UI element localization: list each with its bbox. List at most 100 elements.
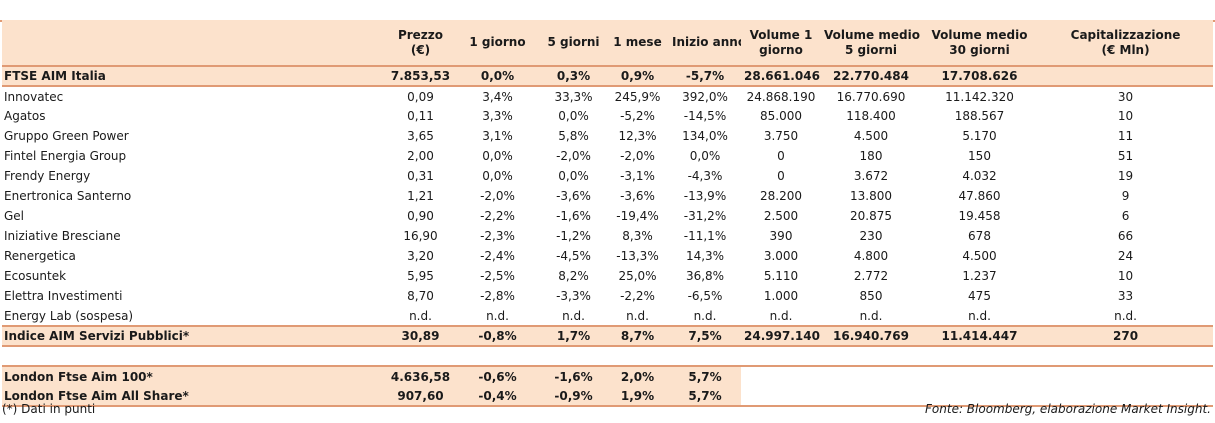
column-header: Volume medio 5 giorni (821, 20, 921, 66)
column-header: Capitalizzazione (€ Mln) (1038, 20, 1213, 66)
cell: 17.708.626 (921, 65, 1038, 87)
cell: 0,0% (558, 169, 589, 183)
cell: 47.860 (958, 189, 1001, 203)
column-header-line: 30 giorni (949, 42, 1010, 57)
cell: 850 (859, 289, 883, 303)
cell: 4.032 (962, 169, 997, 183)
cell: -2,8% (480, 289, 515, 303)
cell: 11 (1117, 129, 1134, 143)
cell: 24.997.140 (741, 325, 821, 347)
cell: n.d. (486, 308, 509, 323)
empty-cell (821, 386, 921, 407)
sector-index-row: Indice AIM Servizi Pubblici* 30,89 -0,8% 1,… (2, 325, 1214, 347)
cell: 678 (968, 229, 991, 243)
empty-cell (741, 365, 821, 386)
cell: 28.661.046 (741, 65, 821, 87)
cell: 0,31 (407, 169, 434, 183)
cell: 0,0% (482, 169, 513, 183)
cell: -2,2% (480, 209, 515, 223)
cell: 1.237 (962, 269, 997, 283)
cell: 4.636,58 (387, 365, 454, 386)
top-rule (0, 20, 1215, 22)
cell: 8,70 (407, 289, 434, 303)
cell: 2,0% (606, 365, 669, 386)
column-header: 1 mese (606, 20, 669, 66)
row-label: Ecosuntek (4, 269, 67, 283)
cell: -1,6% (541, 365, 606, 386)
table-row: Frendy Energy 0,31 0,0% 0,0% -3,1% -4,3% 0 3.67… (2, 166, 1213, 186)
column-header-line: giorno (759, 42, 803, 57)
cell: -1,2% (556, 229, 591, 243)
empty-cell (921, 386, 1038, 407)
cell: 0,11 (407, 109, 434, 123)
cell: 1,7% (541, 325, 606, 347)
row-label: Renergetica (4, 249, 76, 263)
cell: -4,5% (556, 249, 591, 263)
column-header: Prezzo (€) (387, 20, 454, 66)
row-label: Frendy Energy (4, 169, 91, 183)
cell: -2,3% (480, 229, 515, 243)
cell: 16.770.690 (836, 89, 906, 104)
cell: 24.868.190 (746, 89, 816, 104)
row-label: FTSE AIM Italia (2, 65, 387, 87)
cell: -3,3% (556, 289, 591, 303)
cell: 0,0% (482, 149, 513, 163)
cell: 3.000 (763, 249, 799, 263)
table-body: FTSE AIM Italia 7.853,53 0,0% 0,3% 0,9% -5,7%… (2, 65, 1214, 407)
cell: -0,6% (454, 365, 541, 386)
cell: -11,1% (683, 229, 727, 243)
column-header-line: Capitalizzazione (1070, 27, 1181, 42)
cell: 6 (1121, 209, 1130, 223)
table-row: Ecosuntek 5,95 -2,5% 8,2% 25,0% 36,8% 5.110 2.7… (2, 266, 1213, 286)
cell: 0 (777, 149, 785, 163)
table-row: Elettra Investimenti 8,70 -2,8% -3,3% -2,2% -… (2, 286, 1213, 306)
market-table: Prezzo (€) 1 giorno 5 giorni 1 mese Inizio an… (2, 0, 1214, 407)
cell: 4.500 (853, 129, 889, 143)
cell: n.d. (409, 308, 432, 323)
cell: -4,3% (687, 169, 723, 183)
cell: -13,3% (616, 249, 659, 263)
row-label: London Ftse Aim All Share* (2, 386, 387, 407)
empty-cell (1038, 386, 1214, 407)
row-label: Fintel Energia Group (4, 149, 127, 163)
source-note: Fonte: Bloomberg, elaborazione Market In… (925, 402, 1211, 416)
cell: 8,2% (558, 269, 589, 283)
cell: 390 (769, 229, 793, 243)
benchmark-row: London Ftse Aim 100* 4.636,58 -0,6% -1,6% 2,… (2, 365, 1214, 386)
table-row: Energy Lab (sospesa) n.d. n.d. n.d. n.d. n.d.… (2, 306, 1213, 326)
cell: 3,65 (407, 129, 434, 143)
cell: 9 (1121, 189, 1130, 203)
cell: 19 (1117, 169, 1134, 183)
cell: 4.800 (853, 249, 889, 263)
cell: 3.750 (763, 129, 799, 143)
cell: n.d. (562, 308, 585, 323)
cell: -2,2% (620, 289, 655, 303)
cell: -5,2% (620, 109, 655, 123)
cell: -1,6% (556, 209, 591, 223)
column-header: 1 giorno (454, 20, 541, 66)
cell: -2,0% (480, 189, 515, 203)
cell: 2.772 (853, 269, 889, 283)
cell: 16.940.769 (821, 325, 921, 347)
cell: 134,0% (682, 129, 728, 143)
cell: 14,3% (685, 249, 725, 263)
cell: 5.170 (962, 129, 997, 143)
column-header-line: 1 giorno (469, 35, 526, 49)
column-header-line: (€ Mln) (1101, 42, 1150, 57)
cell: 8,7% (606, 325, 669, 347)
cell: 8,3% (622, 229, 653, 243)
column-header: Inizio anno (669, 20, 741, 66)
column-header-line: Inizio anno (672, 35, 741, 49)
table-top-spacer (2, 0, 1213, 20)
cell: 0,09 (407, 89, 434, 104)
row-gap (2, 346, 1213, 366)
cell: 10 (1117, 269, 1134, 283)
table-header-row: Prezzo (€) 1 giorno 5 giorni 1 mese Inizio an… (2, 20, 1214, 66)
cell: 10 (1117, 109, 1134, 123)
cell: 7.853,53 (387, 65, 454, 87)
cell: -0,8% (454, 325, 541, 347)
cell: 907,60 (387, 386, 454, 407)
cell: -13,9% (683, 189, 727, 203)
row-label: Energy Lab (sospesa) (4, 308, 134, 323)
cell: n.d. (769, 308, 793, 323)
